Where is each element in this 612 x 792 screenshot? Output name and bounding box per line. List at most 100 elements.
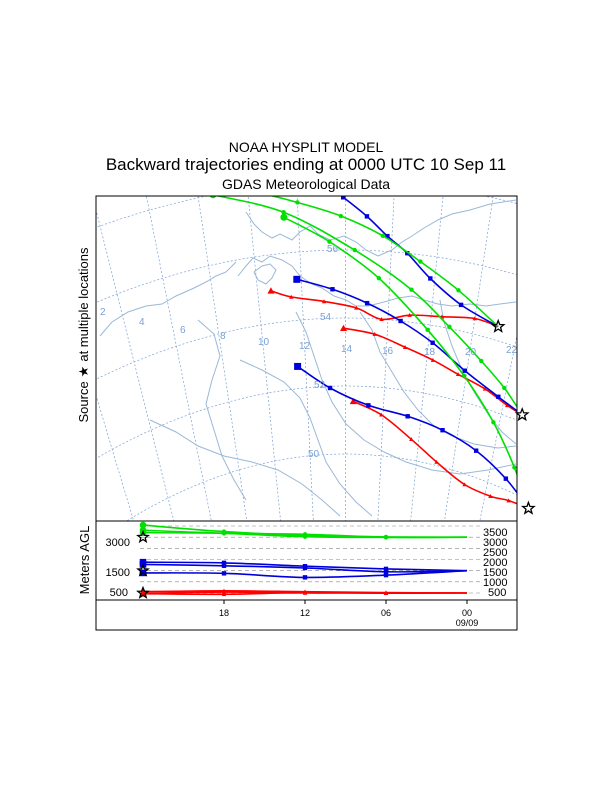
- right-tick: 3500: [483, 527, 507, 539]
- height-start-markers: [136, 529, 150, 599]
- meridian-label: 22: [506, 345, 518, 356]
- trajectory-point-blue: [405, 414, 410, 419]
- meridian-label: 10: [258, 337, 270, 348]
- border-e: [439, 299, 517, 445]
- border-b: [295, 311, 517, 475]
- right-tick: 500: [488, 587, 506, 599]
- trajectory-point-green: [491, 420, 496, 425]
- trajectory-point-red: [482, 386, 488, 391]
- trajectory-point-green: [425, 327, 430, 332]
- time-axis-frame: [95, 599, 518, 631]
- trajectory-point-red: [504, 403, 510, 408]
- meridian-label: 16: [382, 346, 394, 357]
- meridian-label: 4: [139, 317, 145, 328]
- north-sea-coastline: [99, 261, 237, 337]
- parallel-label: 54: [320, 312, 332, 323]
- height-point-red: [383, 590, 389, 595]
- meridian-line: [247, 196, 281, 521]
- trajectory-point-blue: [405, 251, 410, 256]
- trajectory-point-red: [462, 482, 467, 487]
- trajectory-point-blue: [294, 362, 302, 370]
- left-tick-500: 500: [110, 587, 128, 599]
- coastlines: [99, 199, 517, 517]
- trajectory-point-red: [321, 299, 327, 304]
- trajectory-point-green: [461, 373, 467, 379]
- border-a: [197, 319, 247, 501]
- trajectory-line-red: [343, 327, 517, 413]
- trajectory-point-green: [262, 196, 264, 197]
- trajectory-point-red: [409, 437, 414, 442]
- trajectory-line-green: [269, 196, 499, 328]
- source-suffix: at multiple locations: [76, 247, 91, 362]
- source-star-icon: [514, 406, 530, 422]
- source-word: Source: [76, 381, 91, 422]
- meridian-line: [96, 394, 135, 521]
- trajectory-point-red: [340, 324, 348, 332]
- trajectory-point-blue: [364, 214, 370, 219]
- meridian-label: 2: [100, 307, 106, 318]
- height-point-red: [139, 590, 147, 597]
- time-tick-label: 06: [381, 608, 391, 618]
- trajectory-point-red: [379, 317, 384, 322]
- height-point-blue: [302, 565, 308, 571]
- meridian-label: 6: [180, 325, 186, 336]
- trajectory-point-blue: [430, 340, 435, 345]
- parallel-line: [96, 249, 517, 303]
- trajectory-point-green: [512, 465, 517, 470]
- height-axis-label: Meters AGL: [77, 526, 92, 595]
- height-source-star-icon: [136, 585, 150, 599]
- trajectories: [209, 188, 517, 505]
- trajectory-point-green: [338, 213, 344, 219]
- baltic-coastline: [237, 255, 517, 307]
- right-tick: 3000: [483, 537, 507, 549]
- data-source-label: GDAS Meteorological Data: [221, 176, 391, 192]
- parallel-label: 56: [327, 244, 339, 255]
- trajectory-point-red: [267, 287, 275, 294]
- trajectory-point-blue: [462, 368, 468, 373]
- trajectory-line-blue: [297, 365, 517, 494]
- right-tick: 2500: [483, 547, 507, 559]
- meridian-line: [479, 333, 517, 521]
- parallel-line: [125, 453, 517, 521]
- height-point-red: [221, 589, 227, 594]
- trajectory-point-green: [327, 239, 332, 244]
- source-star-icon: [490, 318, 506, 333]
- trajectory-point-green: [380, 233, 385, 239]
- source-side-label: Source ★ at multiple locations: [76, 247, 91, 423]
- height-point-blue: [221, 563, 227, 568]
- trajectory-point-blue: [330, 287, 335, 292]
- meridian-label: 14: [341, 344, 353, 355]
- trajectory-point-green: [502, 385, 507, 391]
- parallel-line: [96, 385, 517, 459]
- trajectory-point-red: [354, 305, 359, 310]
- meridian-line: [410, 196, 444, 521]
- trajectory-point-green: [409, 287, 414, 292]
- trajectory-point-red: [407, 312, 412, 317]
- height-point-blue: [302, 575, 308, 580]
- height-point-red: [302, 590, 308, 595]
- trajectory-point-red: [455, 372, 461, 377]
- trajectory-point-green: [229, 188, 236, 195]
- trajectory-point-green: [456, 288, 461, 293]
- trajectory-point-blue: [428, 276, 433, 281]
- height-point-green: [302, 533, 308, 538]
- height-point-blue: [221, 571, 227, 576]
- border-f: [149, 419, 341, 517]
- height-series: [139, 521, 468, 597]
- trajectory-point-red: [372, 331, 377, 336]
- parallel-line: [96, 317, 517, 380]
- trajectory-point-blue: [398, 318, 403, 324]
- trajectory-point-blue: [440, 427, 445, 433]
- parallel-line: [0, 114, 612, 227]
- trajectory-point-green: [418, 259, 423, 264]
- time-tick-label: 18: [219, 608, 229, 618]
- height-point-blue: [383, 569, 389, 574]
- parallel-label: 50: [308, 449, 320, 460]
- time-ticks: [223, 600, 468, 604]
- parallel-line: [116, 590, 575, 703]
- source-markers: [490, 318, 536, 515]
- time-tick-label: 12: [300, 608, 310, 618]
- trajectory-point-green: [376, 275, 382, 281]
- trajectory-point-blue: [293, 275, 301, 283]
- trajectory-point-red: [402, 345, 408, 349]
